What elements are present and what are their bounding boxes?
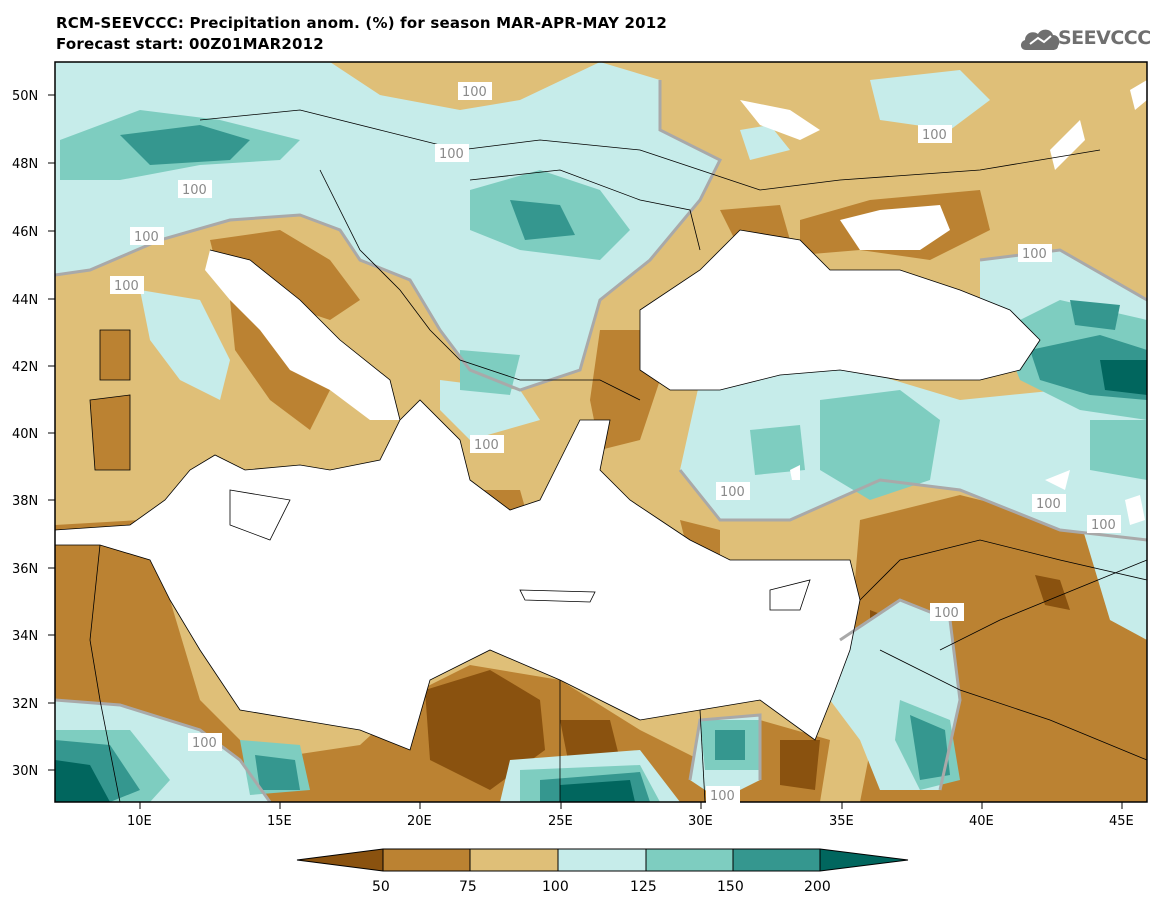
svg-text:100: 100 xyxy=(1091,518,1116,533)
plot-frame xyxy=(54,61,1148,803)
contour-100 xyxy=(55,80,1147,802)
lat-label-32n: 32N xyxy=(12,697,38,712)
svg-text:100: 100 xyxy=(710,789,735,804)
lon-label-20e: 20E xyxy=(407,814,432,829)
lat-labels: 50N 48N 46N 44N 42N 40N 38N 36N 34N 32N … xyxy=(12,89,38,779)
contour-label-1: 100 xyxy=(458,82,492,100)
map-field xyxy=(55,62,1147,802)
lon-labels: 10E 15E 20E 25E 30E 35E 40E 45E xyxy=(127,814,1134,829)
extreme-wet-areas xyxy=(55,360,1147,802)
svg-text:100: 100 xyxy=(462,85,487,100)
svg-text:100: 100 xyxy=(1036,497,1061,512)
forecast-start: Forecast start: 00Z01MAR2012 xyxy=(56,35,324,53)
lon-label-10e: 10E xyxy=(127,814,152,829)
svg-text:100: 100 xyxy=(439,147,464,162)
cloud-logo-icon xyxy=(1020,29,1060,50)
svg-text:100: 100 xyxy=(934,606,959,621)
contour-label-4: 100 xyxy=(130,227,164,245)
contour-label-7: 100 xyxy=(1018,244,1052,262)
svg-text:100: 100 xyxy=(474,438,499,453)
colorbar-label-75: 75 xyxy=(459,879,477,895)
map-title: RCM-SEEVCCC: Precipitation anom. (%) for… xyxy=(56,14,667,32)
colorbar-label-125: 125 xyxy=(630,879,657,895)
colorbar: 50 75 100 125 150 200 xyxy=(296,848,909,895)
svg-text:100: 100 xyxy=(182,183,207,198)
svg-text:100: 100 xyxy=(134,230,159,245)
colorbar-segment-gt200 xyxy=(820,849,908,871)
colorbar-label-50: 50 xyxy=(372,879,390,895)
lat-label-38n: 38N xyxy=(12,494,38,509)
logo-text: SEEVCCC xyxy=(1058,27,1151,49)
svg-text:100: 100 xyxy=(114,279,139,294)
contour-label-9: 100 xyxy=(716,482,750,500)
lat-label-36n: 36N xyxy=(12,562,38,577)
colorbar-segment-lt50 xyxy=(297,849,383,871)
lat-label-30n: 30N xyxy=(12,764,38,779)
contour-label-12: 100 xyxy=(930,603,964,621)
colorbar-label-200: 200 xyxy=(804,879,831,895)
lat-label-48n: 48N xyxy=(12,157,38,172)
lat-axis xyxy=(48,94,55,771)
lon-label-35e: 35E xyxy=(829,814,854,829)
colorbar-segment-75-100 xyxy=(470,849,558,871)
svg-text:100: 100 xyxy=(720,485,745,500)
contour-label-10: 100 xyxy=(1032,494,1066,512)
lat-label-44n: 44N xyxy=(12,293,38,308)
colorbar-segment-100-125 xyxy=(558,849,646,871)
lat-label-50n: 50N xyxy=(12,89,38,104)
svg-text:100: 100 xyxy=(192,736,217,751)
lat-label-42n: 42N xyxy=(12,360,38,375)
lat-label-34n: 34N xyxy=(12,629,38,644)
contour-labels: 100 100 100 100 100 100 100 100 100 100 … xyxy=(110,82,1121,804)
contour-label-2: 100 xyxy=(435,144,469,162)
colorbar-segment-50-75 xyxy=(383,849,470,871)
lon-label-30e: 30E xyxy=(688,814,713,829)
lat-label-46n: 46N xyxy=(12,225,38,240)
contour-label-6: 100 xyxy=(918,125,952,143)
svg-text:100: 100 xyxy=(1022,247,1047,262)
lon-label-15e: 15E xyxy=(267,814,292,829)
contour-label-13: 100 xyxy=(188,733,222,751)
coastlines-borders xyxy=(55,109,1147,802)
sea-mask xyxy=(55,80,1147,750)
lon-label-25e: 25E xyxy=(548,814,573,829)
lon-axis xyxy=(139,802,1123,809)
lon-label-45e: 45E xyxy=(1109,814,1134,829)
contour-label-5: 100 xyxy=(110,276,144,294)
lat-label-40n: 40N xyxy=(12,427,38,442)
colorbar-label-150: 150 xyxy=(717,879,744,895)
svg-text:100: 100 xyxy=(922,128,947,143)
colorbar-segment-150-200 xyxy=(733,849,820,871)
contour-label-8: 100 xyxy=(470,435,504,453)
contour-label-11: 100 xyxy=(1087,515,1121,533)
lon-label-40e: 40E xyxy=(969,814,994,829)
colorbar-label-100: 100 xyxy=(542,879,569,895)
contour-label-3: 100 xyxy=(178,180,212,198)
contour-label-14: 100 xyxy=(706,786,740,804)
colorbar-segment-125-150 xyxy=(646,849,733,871)
